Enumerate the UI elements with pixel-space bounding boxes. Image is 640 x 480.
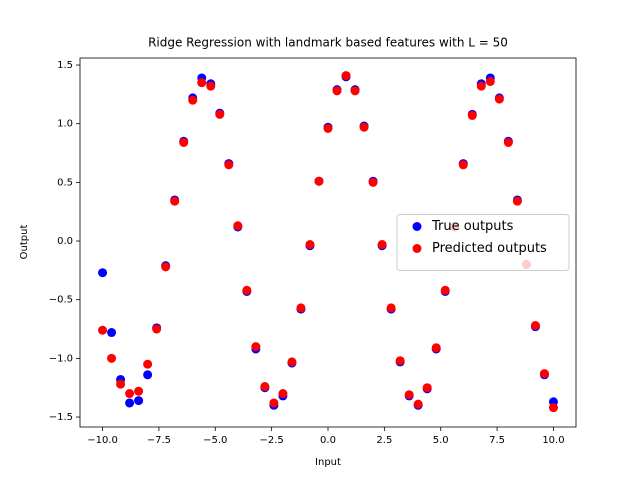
point — [503, 137, 513, 147]
point — [134, 386, 144, 396]
x-tick-label: 10.0 — [542, 435, 564, 446]
y-tick-label: 1.5 — [57, 60, 73, 71]
point — [377, 240, 387, 250]
point — [359, 122, 369, 132]
point — [413, 399, 423, 409]
point — [467, 110, 477, 120]
point — [143, 370, 153, 380]
point — [530, 321, 540, 331]
point — [125, 398, 135, 408]
point — [197, 78, 207, 88]
point — [269, 398, 279, 408]
point — [305, 240, 315, 250]
legend-marker — [412, 244, 422, 253]
point — [188, 95, 198, 105]
point — [440, 285, 450, 295]
point — [251, 342, 261, 352]
legend-label: Predicted outputs — [432, 241, 547, 256]
point — [260, 382, 270, 392]
point — [386, 303, 396, 313]
point — [143, 359, 153, 369]
y-axis-label: Output — [19, 225, 30, 260]
x-tick-label: −2.5 — [259, 435, 283, 446]
point — [296, 303, 306, 313]
point — [341, 71, 351, 81]
point — [107, 328, 117, 338]
plot-frame — [79, 57, 577, 428]
y-tick-label: −0.5 — [49, 295, 73, 306]
x-tick-label: −7.5 — [147, 435, 171, 446]
y-tick-label: 1.0 — [57, 119, 73, 130]
legend-marker — [412, 222, 422, 231]
point — [215, 109, 225, 119]
point — [431, 343, 441, 353]
point — [152, 324, 162, 334]
point — [476, 81, 486, 91]
x-tick-label: −10.0 — [87, 435, 118, 446]
chart-title: Ridge Regression with landmark based fea… — [148, 36, 508, 50]
point — [170, 196, 180, 206]
point — [224, 160, 234, 170]
point — [125, 389, 135, 399]
point — [395, 356, 405, 366]
point — [548, 403, 558, 413]
point — [242, 285, 252, 295]
x-tick-label: 2.5 — [376, 435, 392, 446]
point — [314, 176, 324, 186]
y-tick-label: −1.0 — [49, 353, 73, 364]
x-tick-label: 7.5 — [489, 435, 505, 446]
point — [422, 383, 432, 393]
point — [332, 86, 342, 96]
x-tick-label: 5.0 — [433, 435, 449, 446]
y-tick-label: 0.5 — [57, 177, 73, 188]
point — [512, 196, 522, 206]
point — [368, 177, 378, 187]
legend-label: True outputs — [431, 219, 514, 234]
point — [350, 86, 360, 96]
point — [404, 390, 414, 400]
x-tick-label: −5.0 — [203, 435, 227, 446]
point — [116, 379, 126, 389]
point — [206, 81, 216, 91]
point — [179, 137, 189, 147]
point — [233, 221, 243, 231]
point — [98, 325, 108, 335]
point — [485, 76, 495, 86]
point — [107, 353, 117, 363]
point — [287, 357, 297, 367]
point — [323, 123, 333, 133]
y-tick-label: −1.5 — [49, 412, 73, 423]
point — [539, 369, 549, 379]
y-tick-label: 0.0 — [57, 236, 73, 247]
x-axis-label: Input — [315, 457, 341, 468]
point — [278, 389, 288, 399]
point — [98, 268, 108, 278]
point — [458, 160, 468, 170]
x-tick-label: 0.0 — [320, 435, 336, 446]
point — [494, 94, 504, 104]
point — [134, 396, 144, 406]
legend-box — [396, 214, 570, 271]
point — [161, 262, 171, 272]
